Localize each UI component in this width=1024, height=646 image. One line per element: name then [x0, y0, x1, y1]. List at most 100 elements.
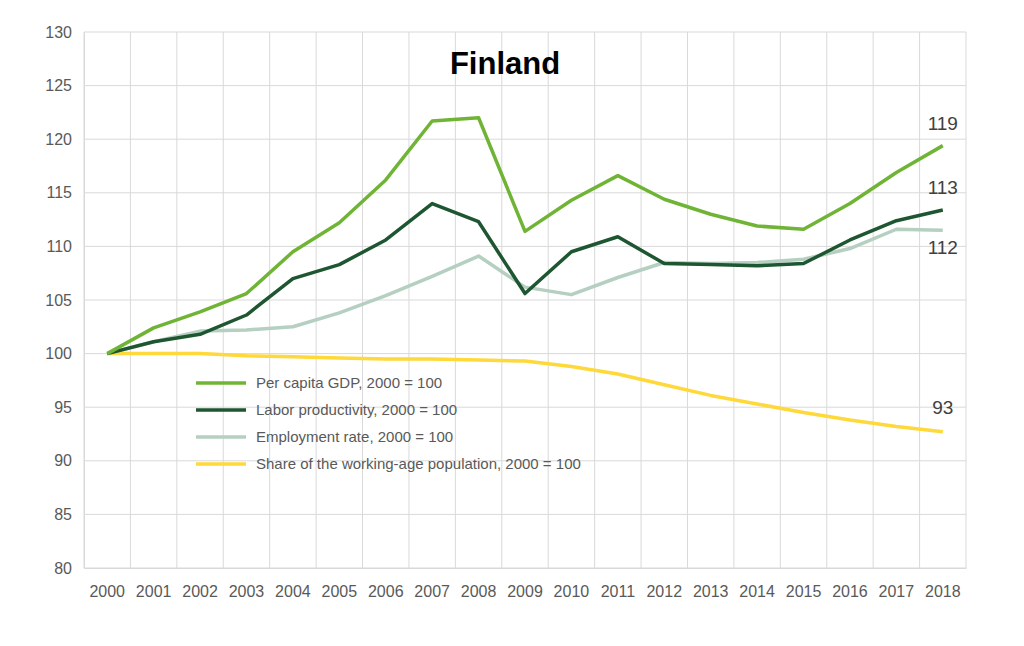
- y-axis-line: [84, 33, 85, 569]
- series-line: [107, 354, 943, 432]
- x-tick-label: 2006: [368, 583, 404, 600]
- x-tick: 2002: [182, 568, 218, 600]
- v-grid: [594, 32, 595, 568]
- y-tick-label: 90: [54, 452, 72, 469]
- x-tick-label: 2012: [646, 583, 682, 600]
- v-grid: [130, 32, 131, 568]
- x-tick-label: 2000: [89, 583, 125, 600]
- x-tick: 2015: [786, 568, 822, 600]
- y-tick: 125: [45, 77, 84, 94]
- legend-label: Per capita GDP, 2000 = 100: [256, 374, 442, 391]
- y-tick: 130: [45, 24, 84, 41]
- x-tick-label: 2003: [229, 583, 265, 600]
- value-label: 119: [928, 113, 958, 134]
- y-tick-label: 95: [54, 399, 72, 416]
- legend-item: Labor productivity, 2000 = 100: [196, 401, 457, 418]
- x-tick: 2007: [414, 568, 450, 600]
- x-tick-label: 2005: [322, 583, 358, 600]
- x-tick-label: 2002: [182, 583, 218, 600]
- value-label: 113: [928, 177, 958, 198]
- y-tick-label: 125: [45, 77, 72, 94]
- h-grid: [84, 568, 966, 569]
- x-tick: 2016: [832, 568, 868, 600]
- x-tick: 2006: [368, 568, 404, 600]
- h-grid: [84, 514, 966, 515]
- v-grid: [873, 32, 874, 568]
- legend-label: Labor productivity, 2000 = 100: [256, 401, 457, 418]
- grid: [84, 32, 966, 568]
- x-tick-label: 2007: [414, 583, 450, 600]
- x-tick: 2018: [925, 568, 961, 600]
- v-grid: [733, 32, 734, 568]
- x-tick: 2005: [322, 568, 358, 600]
- x-tick: 2001: [136, 568, 172, 600]
- v-grid: [84, 32, 85, 568]
- title: Finland: [450, 46, 560, 81]
- legend-swatch: [196, 462, 246, 466]
- x-tick-label: 2004: [275, 583, 311, 600]
- legend-label: Share of the working-age population, 200…: [256, 455, 581, 472]
- chart: 80 85 90 95 100 105 110 115 120 125 130 2000 2001 200…: [0, 0, 1024, 646]
- x-tick: 2011: [601, 568, 636, 600]
- x-tick: 2013: [693, 568, 729, 600]
- x-tick-label: 2001: [136, 583, 172, 600]
- v-grid: [316, 32, 317, 568]
- v-grid: [269, 32, 270, 568]
- value-labels: 119 113 112 93: [928, 113, 958, 418]
- x-tick-label: 2015: [786, 583, 822, 600]
- y-tick: 90: [54, 452, 84, 469]
- v-grid: [408, 32, 409, 568]
- x-tick: 2009: [507, 568, 543, 600]
- x-tick-label: 2014: [739, 583, 775, 600]
- x-tick: 2010: [554, 568, 590, 600]
- x-tick-label: 2017: [879, 583, 915, 600]
- v-grid: [455, 32, 456, 568]
- h-grid: [84, 85, 966, 86]
- h-grid: [84, 192, 966, 193]
- v-grid: [223, 32, 224, 568]
- v-grid: [176, 32, 177, 568]
- x-axis-line: [85, 568, 967, 569]
- x-tick: 2014: [739, 568, 775, 600]
- x-tick-label: 2009: [507, 583, 543, 600]
- y-tick-label: 105: [45, 292, 72, 309]
- legend-item: Share of the working-age population, 200…: [196, 455, 581, 472]
- legend-item: Employment rate, 2000 = 100: [196, 428, 453, 445]
- y-tick: 105: [45, 292, 84, 309]
- lines: [107, 118, 943, 432]
- x-tick: 2008: [461, 568, 497, 600]
- y-tick-label: 100: [45, 345, 72, 362]
- legend: Per capita GDP, 2000 = 100 Labor producti…: [196, 374, 581, 472]
- y-tick: 80: [54, 560, 84, 577]
- y-tick: 120: [45, 131, 84, 148]
- v-grid: [826, 32, 827, 568]
- y-tick-label: 85: [54, 506, 72, 523]
- legend-label: Employment rate, 2000 = 100: [256, 428, 453, 445]
- x-tick-label: 2016: [832, 583, 868, 600]
- h-grid: [84, 407, 966, 408]
- legend-swatch: [196, 381, 246, 385]
- y-tick: 100: [45, 345, 84, 362]
- y-tick: 110: [46, 238, 84, 255]
- y-tick-label: 80: [54, 560, 72, 577]
- v-grid: [919, 32, 920, 568]
- y-axis: 80 85 90 95 100 105 110 115 120 125 130: [45, 24, 84, 577]
- v-grid: [641, 32, 642, 568]
- legend-swatch: [196, 435, 246, 439]
- y-tick-label: 120: [45, 131, 72, 148]
- y-tick: 85: [54, 506, 84, 523]
- y-tick: 115: [46, 184, 84, 201]
- value-label: 112: [928, 237, 958, 258]
- y-tick-label: 130: [45, 24, 72, 41]
- value-label: 93: [932, 397, 953, 418]
- series-line: [107, 204, 943, 354]
- h-grid: [84, 300, 966, 301]
- x-tick-label: 2013: [693, 583, 729, 600]
- y-tick-label: 110: [46, 238, 72, 255]
- v-grid: [362, 32, 363, 568]
- series-line: [107, 118, 943, 354]
- y-tick: 95: [54, 399, 84, 416]
- v-grid: [780, 32, 781, 568]
- v-grid: [548, 32, 549, 568]
- x-tick: 2017: [879, 568, 915, 600]
